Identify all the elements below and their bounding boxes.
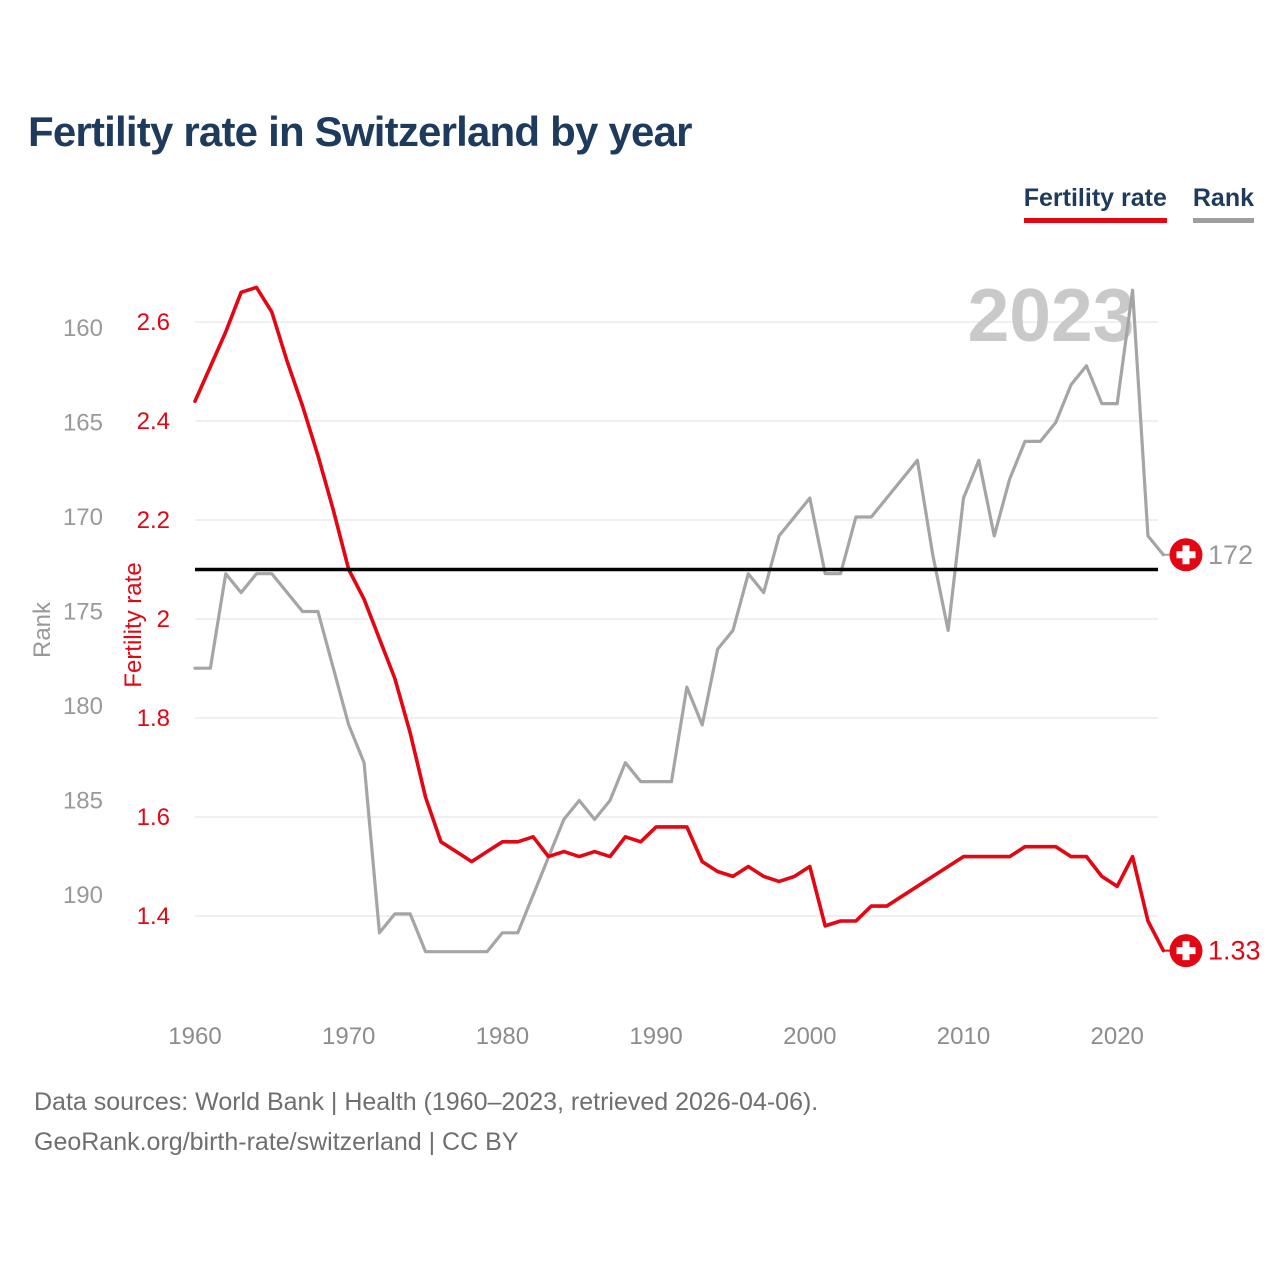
swiss-cross-icon [1176,941,1196,961]
chart-svg: 2023 160 165 170 175 180 185 190 2.6 2.4 2.2 2 1.8… [29,273,1261,1050]
year-tick-label: 1980 [476,1023,529,1050]
rank-tick-label: 185 [63,788,103,815]
year-tick-label: 1990 [629,1023,682,1050]
rank-tick-label: 160 [63,315,103,342]
fertility-axis-title: Fertility rate [120,562,147,687]
fertility-tick-label: 2 [157,606,170,633]
fertility-tick-label: 1.6 [137,804,170,831]
fertility-tick-label: 2.2 [137,507,170,534]
footer: Data sources: World Bank | Health (1960–… [34,1082,818,1162]
rank-tick-label: 180 [63,693,103,720]
rank-line [193,288,1165,954]
year-tick-label: 1970 [322,1023,375,1050]
fertility-tick-label: 2.6 [137,309,170,336]
rank-axis-title: Rank [29,601,56,658]
watermark-year: 2023 [968,273,1135,357]
rank-axis-tick-labels: 160 165 170 175 180 185 190 [63,315,103,909]
page-title: Fertility rate in Switzerland by year [28,108,692,155]
swiss-cross-icon [1176,545,1196,565]
footer-attribution-line: GeoRank.org/birth-rate/switzerland | CC … [34,1128,519,1156]
rank-tick-label: 170 [63,504,103,531]
year-tick-label: 2020 [1091,1023,1144,1050]
end-markers: 172 1.33 [1163,538,1261,968]
legend: Fertility rate Rank [1023,184,1254,223]
end-value-label: 1.33 [1208,936,1261,966]
year-tick-label: 2000 [783,1023,836,1050]
year-tick-label: 2010 [937,1023,990,1050]
fertility-tick-label: 1.8 [137,705,170,732]
rank-tick-label: 165 [63,410,103,437]
footer-sources-line: Data sources: World Bank | Health (1960–… [34,1088,819,1116]
fertility-tick-label: 1.4 [137,903,170,930]
legend-item-fertility-rate[interactable]: Fertility rate [1023,184,1167,223]
x-axis-tick-labels: 1960 1970 1980 1990 2000 2010 2020 [168,1023,1144,1050]
fertility-axis-tick-labels: 2.6 2.4 2.2 2 1.8 1.6 1.4 [137,309,170,930]
end-value-label: 172 [1208,540,1253,570]
legend-item-rank[interactable]: Rank [1192,184,1254,223]
fertility-tick-label: 2.4 [137,408,170,435]
year-tick-label: 1960 [168,1023,221,1050]
rank-tick-label: 190 [63,882,103,909]
rank-tick-label: 175 [63,599,103,626]
fertility-line [193,285,1166,953]
